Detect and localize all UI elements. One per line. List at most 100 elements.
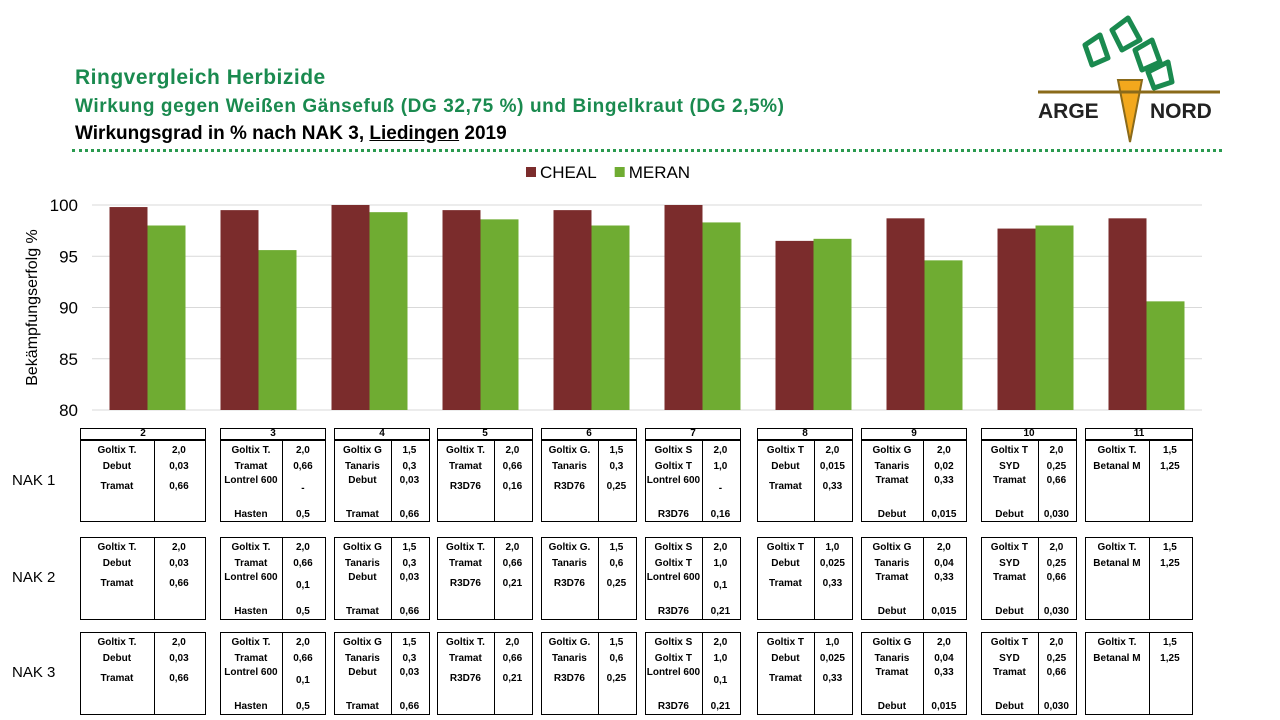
bar	[220, 210, 259, 410]
treatment-row: Goltix T 1,0	[646, 461, 740, 472]
treatment-row: Tramat 0,66	[982, 667, 1076, 678]
bar	[553, 210, 592, 410]
dose: 0,1	[713, 675, 728, 686]
product: Tramat	[346, 509, 379, 520]
dose: 0,25	[606, 673, 627, 684]
treatment-row: Goltix T. 2,0	[81, 542, 205, 553]
bar	[331, 205, 370, 410]
treatment-row: Debut 0,03	[81, 461, 205, 472]
dose: -	[718, 483, 723, 494]
product: SYD	[999, 653, 1020, 664]
treatment-row: R3D76 0,25	[542, 481, 636, 492]
dose: 0,16	[710, 509, 731, 520]
dose: 2,0	[713, 542, 728, 553]
y-tick-label: 90	[59, 299, 78, 318]
dose: 0,5	[295, 509, 310, 520]
dose: 1,5	[609, 542, 624, 553]
product: R3D76	[553, 578, 585, 589]
product: Betanal M	[1093, 461, 1141, 472]
treatment-row: Tramat 0,33	[862, 572, 966, 583]
product: R3D76	[657, 509, 689, 520]
treatment-row: Tanaris 0,04	[862, 558, 966, 569]
dose: 2,0	[825, 445, 840, 456]
treatment-row: Debut 0,030	[982, 509, 1076, 520]
dose: 0,33	[822, 673, 843, 684]
treatment-row: Goltix T 1,0	[758, 542, 852, 553]
divider	[814, 633, 815, 714]
treatment-row: Tanaris 0,6	[542, 653, 636, 664]
product: Tramat	[100, 578, 134, 589]
separator	[72, 149, 1222, 152]
dose: 0,21	[502, 578, 523, 589]
treatment-row: Goltix T. 2,0	[221, 637, 325, 648]
product: Debut	[877, 701, 907, 712]
treatment-row: Tramat 0,33	[758, 578, 852, 589]
treatment-row: Goltix T. 1,5	[1086, 637, 1192, 648]
dose: 0,5	[295, 701, 310, 712]
dose: 0,02	[934, 461, 954, 472]
divider	[1038, 633, 1039, 714]
dose: 0,66	[502, 558, 523, 569]
treatment-row: Debut 0,03	[335, 667, 429, 678]
dose: 1,5	[402, 542, 417, 553]
divider	[814, 538, 815, 619]
product: Goltix T	[766, 445, 805, 456]
product: Debut	[771, 461, 800, 472]
product: Tramat	[769, 673, 802, 684]
product: Goltix S	[654, 542, 693, 553]
treatment-row: Debut 0,03	[335, 475, 429, 486]
dose: 0,015	[931, 701, 957, 712]
bar	[886, 218, 925, 410]
treatment-box: Goltix T. 1,5 Betanal M 1,25	[1085, 440, 1193, 522]
divider	[598, 441, 599, 521]
treatment-row: Goltix G 1,5	[335, 542, 429, 553]
product: Tramat	[346, 701, 379, 712]
product: Tanaris	[344, 653, 380, 664]
treatment-row: Goltix T. 2,0	[221, 445, 325, 456]
product: Tramat	[234, 461, 268, 472]
product: Tramat	[769, 481, 802, 492]
treatment-row: Tramat 0,66	[335, 606, 429, 617]
dose: 0,025	[819, 653, 845, 664]
dose: 0,21	[710, 606, 731, 617]
dose: 1,5	[402, 637, 417, 648]
product: Tramat	[769, 578, 802, 589]
dose: 0,33	[934, 475, 954, 486]
product: Debut	[102, 653, 132, 664]
divider	[598, 538, 599, 619]
dose: 0,03	[399, 475, 420, 486]
row-label: NAK 1	[12, 472, 56, 489]
treatment-row: Goltix S 2,0	[646, 637, 740, 648]
treatment-row: Debut 0,03	[81, 558, 205, 569]
dose: 0,030	[1043, 606, 1069, 617]
dose: 0,66	[169, 673, 189, 684]
y-tick-label: 80	[59, 401, 78, 420]
product: Lontrel 600	[646, 475, 701, 486]
treatment-row: Tramat 0,66	[221, 653, 325, 664]
dose: 2,0	[171, 542, 186, 553]
dose: 1,5	[609, 637, 624, 648]
dose: 2,0	[171, 445, 186, 456]
dose: 1,25	[1160, 461, 1180, 472]
divider	[391, 441, 392, 521]
treatment-box: Goltix T. 2,0 Tramat 0,66 Lontrel 600 0,1 Hast…	[220, 632, 326, 715]
dose: 1,25	[1160, 653, 1180, 664]
dose: 0,1	[295, 675, 310, 686]
product: Goltix G.	[548, 542, 591, 553]
treatment-row: Debut 0,030	[982, 701, 1076, 712]
divider	[154, 633, 155, 714]
column-header: 11	[1085, 428, 1193, 440]
product: Hasten	[234, 701, 268, 712]
bar	[147, 225, 186, 410]
dose: 0,66	[293, 653, 313, 664]
dose: 0,015	[819, 461, 845, 472]
product: Lontrel 600	[224, 475, 278, 486]
product: SYD	[999, 461, 1020, 472]
treatment-box: Goltix G. 1,5 Tanaris 0,3 R3D76 0,25	[541, 440, 637, 522]
treatment-row: Goltix G. 1,5	[542, 637, 636, 648]
text: 2019	[459, 123, 507, 144]
treatment-box: Goltix T 2,0 SYD 0,25 Tramat 0,66 Debut 0,030	[981, 632, 1077, 715]
dose: 0,3	[402, 653, 417, 664]
dose: 2,0	[936, 542, 951, 553]
dose: 0,3	[402, 461, 417, 472]
